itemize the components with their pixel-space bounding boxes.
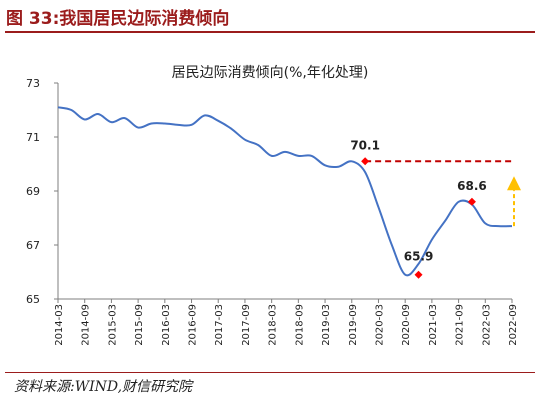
- y-tick-label: 71: [26, 131, 40, 144]
- series-line: [57, 106, 513, 277]
- y-tick-label: 73: [26, 77, 40, 90]
- x-tick-label: 2017-03: [214, 304, 225, 346]
- chart-title: 居民边际消费倾向(%,年化处理): [172, 65, 369, 81]
- data-point-marker: [361, 157, 370, 166]
- data-label: 65.9: [404, 250, 434, 264]
- title-divider: [5, 31, 535, 33]
- x-tick-label: 2018-03: [268, 304, 279, 346]
- x-tick-label: 2018-09: [294, 304, 305, 346]
- x-tick-label: 2019-03: [321, 304, 332, 346]
- x-tick-label: 2021-03: [428, 304, 439, 346]
- figure-title: 图 33:我国居民边际消费倾向: [6, 9, 230, 29]
- x-tick-label: 2021-09: [455, 304, 466, 346]
- x-tick-label: 2016-09: [188, 304, 199, 346]
- x-tick-label: 2015-09: [134, 304, 145, 346]
- marker-group: 70.1 65.9 68.6: [350, 138, 487, 279]
- data-label: 68.6: [457, 179, 487, 193]
- x-tick-label: 2015-03: [107, 304, 118, 346]
- x-tick-label: 2014-03: [54, 304, 65, 346]
- source-divider: [5, 372, 535, 373]
- x-tick-label: 2020-09: [401, 304, 412, 346]
- data-label: 70.1: [350, 138, 380, 152]
- x-tick-label: 2022-09: [508, 304, 519, 346]
- data-point-marker: [414, 270, 423, 279]
- y-tick-label: 67: [26, 239, 40, 252]
- x-tick-label: 2016-03: [161, 304, 172, 346]
- source-note: 资料来源:WIND,财信研究院: [14, 379, 193, 395]
- x-tick-label: 2017-09: [241, 304, 252, 346]
- arrow-group: [507, 176, 521, 227]
- x-tick-label: 2019-09: [348, 304, 359, 346]
- x-tick-label: 2014-09: [81, 304, 92, 346]
- annotation-arrow-head: [507, 176, 521, 191]
- y-tick-label: 69: [26, 185, 40, 198]
- x-tick-label: 2020-03: [374, 304, 385, 346]
- data-point-marker: [467, 197, 476, 206]
- y-tick-label: 65: [26, 293, 40, 306]
- x-tick-label: 2022-03: [481, 304, 492, 346]
- axes: 65 67 69 71 73 2014-03 2014-09 2015-03 2015-09 20…: [26, 77, 519, 346]
- series-group: [57, 106, 513, 277]
